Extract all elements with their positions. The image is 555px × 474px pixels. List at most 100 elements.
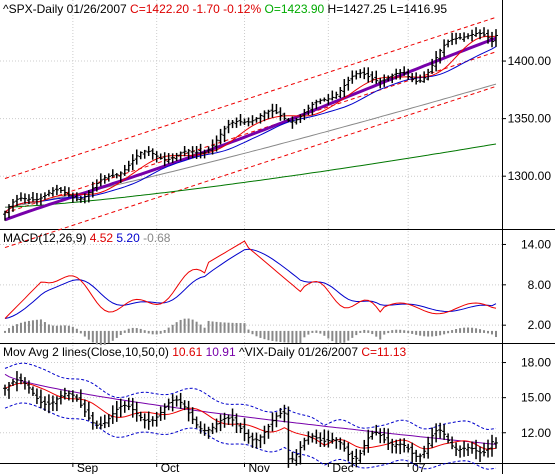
price-bar: [194, 145, 199, 159]
vix-bar: [182, 400, 187, 411]
price-bar: [266, 109, 271, 119]
x-tick-labels: Sep Oct Nov Dec 07: [77, 461, 426, 474]
vix-bar: [270, 412, 275, 432]
vix-bar: [406, 443, 411, 453]
price-bar: [50, 187, 55, 197]
vix-bar: [62, 387, 67, 400]
price-bar: [14, 194, 19, 207]
price-bar: [26, 194, 31, 204]
vix-bar: [318, 432, 323, 447]
vix-bar: [258, 434, 263, 449]
vix-bar: [422, 445, 427, 459]
vix-panel: [2, 362, 499, 470]
vix-bar: [434, 423, 439, 443]
vix-bar: [494, 437, 499, 449]
vix-lower-band: [4, 402, 497, 470]
vix-bar: [74, 394, 79, 402]
header-value: 4.52: [86, 231, 113, 245]
vix-bar: [446, 433, 451, 444]
price-bar: [354, 70, 359, 80]
price-bar: [470, 29, 475, 42]
price-bar: [126, 160, 131, 172]
macd-line: [4, 240, 497, 319]
price-bar: [34, 192, 39, 205]
vix-bar: [418, 453, 423, 463]
macd-panel: [3, 240, 498, 346]
vix-bar: [458, 445, 463, 458]
price-bar: [30, 192, 35, 202]
price-bar: [62, 186, 67, 197]
vix-bar: [2, 384, 7, 396]
y-tick-labels: 1300.00 1350.00 1400.00 2.00 8.00 14.00 12.00 1…: [502, 54, 551, 440]
price-bar: [362, 67, 367, 80]
vix-bar: [70, 390, 75, 403]
y-tick-label: 18.00: [521, 356, 551, 370]
price-bar: [114, 173, 119, 179]
vix-ma50-line: [4, 373, 497, 445]
price-bar: [378, 77, 383, 89]
vix-bar: [34, 388, 39, 405]
price-bar: [330, 90, 335, 101]
price-bar: [70, 192, 75, 203]
header-value: C=11.13: [358, 345, 406, 359]
vix-bar: [6, 381, 11, 399]
vix-bar: [262, 425, 267, 445]
vix-bar: [354, 448, 359, 468]
y-tick-label: 15.00: [521, 391, 551, 405]
vix-bar: [398, 438, 403, 455]
price-bar: [414, 72, 419, 85]
price-bar: [390, 73, 395, 84]
price-bar: [178, 151, 183, 161]
vix-bar: [138, 411, 143, 422]
ohlc-bars: [2, 27, 499, 221]
vix-bar: [22, 377, 27, 390]
price-bar: [346, 76, 351, 91]
price-bar: [142, 149, 147, 159]
price-bar: [214, 135, 219, 152]
header-value: O=1423.90: [261, 2, 324, 16]
x-tick-label: Oct: [161, 461, 180, 474]
price-bar: [466, 33, 471, 40]
vix-bar: [374, 424, 379, 436]
header-value: -0.12%: [220, 2, 262, 16]
price-bar: [222, 125, 227, 143]
price-bar: [246, 117, 251, 127]
vix-bar: [278, 407, 283, 419]
price-bar: [314, 99, 319, 110]
price-bar: [154, 151, 159, 163]
vix-panel-header: Mov Avg 2 lines(Close,10,50,0) 10.61 10.…: [3, 345, 406, 359]
price-bar: [426, 68, 431, 81]
price-bar: [418, 74, 423, 83]
price-bar: [302, 108, 307, 121]
y-tick-label: 8.00: [528, 278, 552, 292]
price-bar: [398, 69, 403, 80]
vix-bar: [150, 416, 155, 427]
vix-bar: [338, 437, 343, 450]
price-bar: [358, 69, 363, 79]
header-value: ^VIX-Daily: [236, 345, 295, 359]
trend-channel-line: [4, 85, 497, 249]
vix-bar: [442, 424, 447, 440]
price-bar: [238, 114, 243, 126]
price-bar: [226, 119, 231, 134]
price-bar: [282, 112, 287, 121]
price-bar: [410, 73, 415, 83]
vix-bar: [50, 395, 55, 412]
price-bar: [158, 153, 163, 160]
price-bar: [394, 68, 399, 80]
vix-bar: [114, 400, 119, 422]
vix-bar: [370, 430, 375, 440]
price-bar: [478, 29, 483, 40]
header-value: -1.70: [189, 2, 220, 16]
vix-bar: [98, 416, 103, 430]
y-tick-label: 2.00: [528, 318, 552, 332]
vix-bar: [290, 451, 295, 463]
vix-bar: [426, 436, 431, 459]
price-bar: [366, 67, 371, 83]
price-bar: [422, 71, 427, 83]
vix-bar: [286, 406, 291, 468]
header-value: 5.20: [113, 231, 140, 245]
vix-bar: [14, 371, 19, 392]
vix-ma10-line: [4, 382, 497, 450]
